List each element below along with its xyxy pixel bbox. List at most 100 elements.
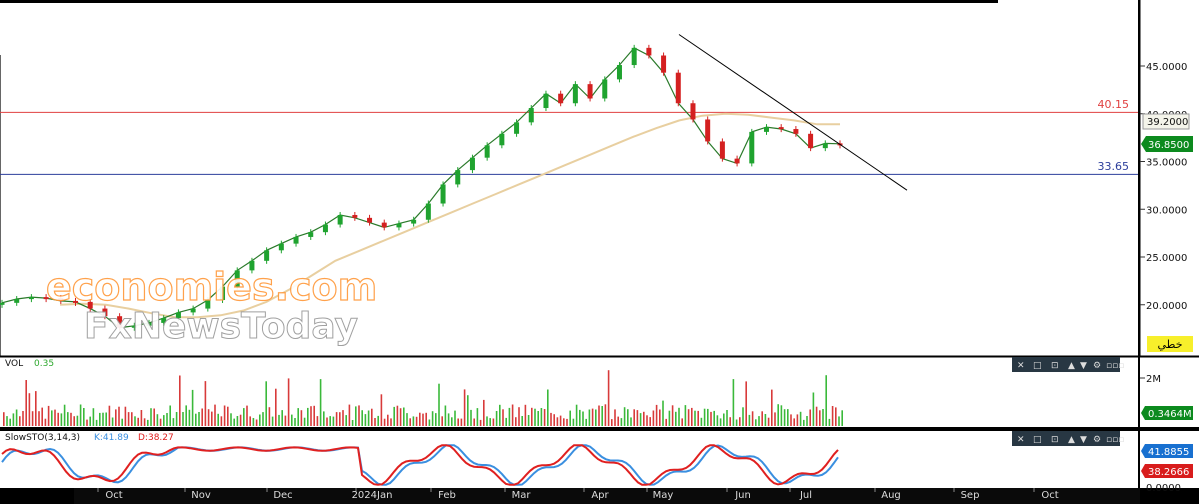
candle-body bbox=[514, 122, 520, 134]
candle-body bbox=[0, 302, 5, 305]
volume-bar bbox=[630, 417, 632, 426]
volume-bar bbox=[268, 407, 271, 426]
stochastic-move-up-icon[interactable]: ▲ bbox=[1068, 435, 1075, 445]
stochastic-collapse-icon[interactable]: ✕ bbox=[1017, 435, 1025, 445]
y-tick-label: 25.0000 bbox=[1146, 253, 1187, 264]
stochastic-settings-icon[interactable]: ⚙ bbox=[1093, 435, 1101, 445]
volume-bar bbox=[783, 409, 786, 426]
volume-bar bbox=[412, 416, 415, 426]
volume-bar bbox=[201, 408, 203, 426]
candle-body bbox=[190, 308, 196, 313]
candle-body bbox=[102, 308, 108, 317]
stochastic-maximize-icon[interactable]: ⊡ bbox=[1051, 435, 1059, 445]
volume-bar bbox=[684, 405, 687, 426]
volume-last-box bbox=[1141, 406, 1193, 420]
date-tick-label: Dec bbox=[273, 490, 292, 501]
volume-more-icon[interactable]: ▫▫▫ bbox=[1106, 361, 1124, 371]
moving-average-line bbox=[59, 112, 840, 319]
volume-bar bbox=[111, 417, 114, 426]
chart-type-button[interactable] bbox=[1147, 336, 1193, 352]
date-tick-label: Feb bbox=[438, 490, 456, 501]
volume-collapse-icon[interactable]: ✕ bbox=[1017, 361, 1025, 371]
candle-body bbox=[425, 203, 431, 220]
volume-bar bbox=[355, 406, 357, 426]
volume-bar bbox=[92, 408, 95, 426]
volume-bar bbox=[611, 419, 613, 426]
volume-bar bbox=[259, 414, 261, 426]
volume-bar bbox=[460, 418, 463, 426]
volume-bar bbox=[787, 409, 789, 426]
volume-bar bbox=[588, 409, 591, 426]
volume-bar bbox=[595, 409, 597, 426]
volume-bar bbox=[447, 413, 450, 426]
volume-bar bbox=[255, 419, 258, 426]
volume-value: 0.35 bbox=[34, 359, 54, 369]
candle-body bbox=[734, 158, 740, 164]
volume-bar bbox=[108, 405, 111, 426]
volume-bar bbox=[825, 375, 827, 426]
candle-body bbox=[58, 298, 64, 301]
volume-bar bbox=[806, 416, 808, 426]
stochastic-more-icon[interactable]: ▫▫▫ bbox=[1106, 435, 1124, 445]
volume-bar bbox=[332, 416, 335, 426]
volume-maximize-icon[interactable]: ⊡ bbox=[1051, 361, 1059, 371]
volume-bar bbox=[534, 408, 536, 426]
candle-body bbox=[558, 93, 564, 104]
candle-body bbox=[572, 84, 578, 104]
volume-bar bbox=[748, 414, 751, 426]
stochastic-window-icon[interactable]: □ bbox=[1033, 435, 1042, 445]
candle-body bbox=[337, 214, 343, 225]
volume-move-down-icon[interactable]: ▼ bbox=[1080, 361, 1087, 371]
volume-bar bbox=[601, 406, 603, 426]
volume-bar bbox=[6, 416, 8, 426]
volume-bar bbox=[716, 415, 719, 426]
volume-bar bbox=[841, 410, 843, 426]
volume-bar bbox=[470, 409, 472, 426]
volume-bar bbox=[579, 409, 581, 426]
candle-body bbox=[43, 297, 49, 300]
volume-settings-icon[interactable]: ⚙ bbox=[1093, 361, 1101, 371]
volume-bar bbox=[153, 408, 155, 426]
volume-bar bbox=[275, 388, 277, 426]
volume-bar bbox=[3, 412, 5, 426]
volume-window-icon[interactable]: □ bbox=[1033, 361, 1042, 371]
volume-bar bbox=[694, 410, 696, 426]
stochastic-d-box bbox=[1141, 464, 1193, 478]
volume-bar bbox=[54, 409, 56, 426]
volume-bar bbox=[454, 410, 456, 426]
volume-bar bbox=[422, 413, 424, 426]
volume-bar bbox=[25, 380, 27, 426]
date-tick-label: Mar bbox=[512, 490, 532, 501]
volume-bar bbox=[822, 409, 824, 426]
watermark-fxnewstoday: FxNewsToday bbox=[84, 306, 358, 347]
candle-body bbox=[616, 65, 622, 80]
volume-bar bbox=[671, 405, 674, 426]
price-series bbox=[0, 44, 843, 331]
volume-bar bbox=[409, 418, 411, 426]
candle-body bbox=[808, 133, 814, 149]
trendline-path bbox=[678, 34, 908, 191]
volume-bar bbox=[44, 418, 47, 426]
volume-bar bbox=[175, 412, 178, 426]
volume-bar bbox=[627, 409, 629, 426]
volume-bar bbox=[291, 414, 293, 426]
volume-bar bbox=[89, 416, 91, 426]
candle-body bbox=[249, 260, 255, 271]
volume-move-up-icon[interactable]: ▲ bbox=[1068, 361, 1075, 371]
candle-body bbox=[528, 108, 534, 123]
volume-bar bbox=[191, 389, 194, 426]
volume-bar bbox=[319, 379, 322, 426]
date-tick-label: Aug bbox=[881, 490, 901, 501]
volume-bar bbox=[383, 418, 386, 426]
volume-bar bbox=[159, 418, 162, 426]
volume-bar bbox=[777, 404, 779, 426]
volume-bar bbox=[182, 412, 184, 426]
candle-body bbox=[293, 236, 299, 244]
candle-body bbox=[778, 127, 784, 130]
volume-bar bbox=[396, 405, 399, 426]
stochastic-move-down-icon[interactable]: ▼ bbox=[1080, 435, 1087, 445]
volume-bar bbox=[47, 405, 50, 426]
candle-body bbox=[719, 141, 725, 159]
volume-bar bbox=[380, 394, 383, 426]
volume-bar bbox=[639, 413, 642, 426]
